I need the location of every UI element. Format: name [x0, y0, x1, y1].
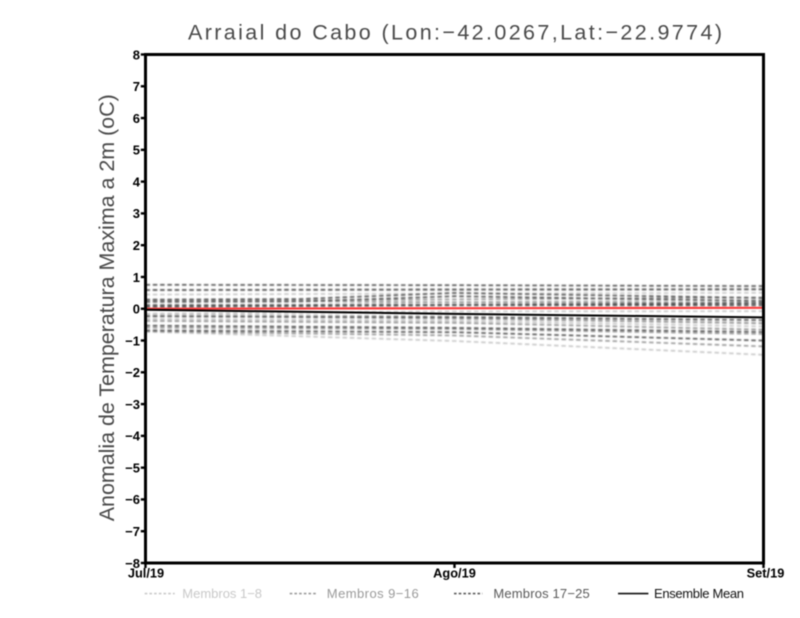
svg-text:−5: −5: [125, 460, 140, 475]
svg-text:−4: −4: [125, 429, 141, 444]
svg-text:Anomalia de Temperatura Maxima: Anomalia de Temperatura Maxima a 2m (oC): [95, 94, 119, 521]
svg-text:Membros 9−16: Membros 9−16: [327, 586, 419, 601]
svg-text:0: 0: [133, 302, 140, 317]
svg-text:1: 1: [133, 270, 140, 285]
svg-text:Jul/19: Jul/19: [128, 565, 164, 580]
svg-text:Ensemble Mean: Ensemble Mean: [654, 586, 744, 601]
svg-text:−6: −6: [125, 492, 140, 507]
svg-text:6: 6: [133, 111, 140, 126]
svg-text:5: 5: [133, 143, 140, 158]
svg-text:3: 3: [133, 206, 140, 221]
svg-text:−2: −2: [125, 365, 140, 380]
svg-text:Membros 1−8: Membros 1−8: [182, 586, 262, 601]
svg-text:Membros 17−25: Membros 17−25: [493, 586, 589, 601]
svg-text:−7: −7: [125, 524, 140, 539]
svg-text:−8: −8: [125, 556, 140, 571]
svg-text:8: 8: [133, 47, 140, 62]
svg-text:−1: −1: [125, 333, 140, 348]
svg-text:Ago/19: Ago/19: [433, 565, 476, 580]
svg-text:Set/19: Set/19: [747, 565, 785, 580]
svg-text:−3: −3: [125, 397, 140, 412]
svg-text:4: 4: [133, 174, 141, 189]
svg-text:7: 7: [133, 79, 140, 94]
svg-text:2: 2: [133, 238, 140, 253]
